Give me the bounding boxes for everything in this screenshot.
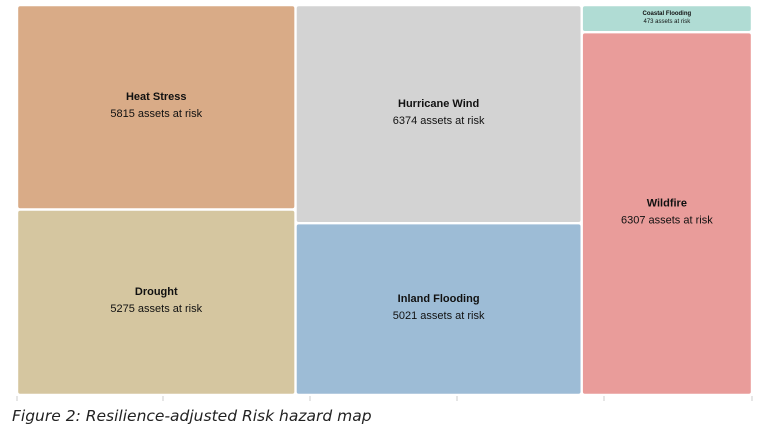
tile-label-heat-stress: Heat Stress xyxy=(126,91,187,103)
tile-value-inland-flooding: 5021 assets at risk xyxy=(393,310,485,322)
tile-value-hurricane-wind: 6374 assets at risk xyxy=(393,115,485,127)
tile-wildfire: Wildfire 6307 assets at risk xyxy=(582,33,751,394)
tile-label-coastal-flooding: Coastal Flooding xyxy=(643,11,692,17)
tile-rect-heat-stress xyxy=(18,6,295,209)
tile-label-drought: Drought xyxy=(135,286,178,298)
tile-inland-flooding: Inland Flooding 5021 assets at risk xyxy=(296,224,581,394)
tile-rect-wildfire xyxy=(582,33,751,394)
tile-label-inland-flooding: Inland Flooding xyxy=(398,293,480,305)
tile-value-coastal-flooding: 473 assets at risk xyxy=(644,19,692,25)
tile-heat-stress: Heat Stress 5815 assets at risk xyxy=(18,6,295,209)
axis-ticks xyxy=(16,396,753,401)
tile-label-wildfire: Wildfire xyxy=(647,198,687,210)
tile-coastal-flooding: Coastal Flooding 473 assets at risk xyxy=(582,6,751,32)
figure-caption: Figure 2: Resilience-adjusted Risk hazar… xyxy=(12,407,372,425)
tile-rect-hurricane-wind xyxy=(296,6,581,222)
tile-rect-drought xyxy=(18,210,295,394)
treemap-chart: Heat Stress 5815 assets at risk Drought 527… xyxy=(16,6,753,401)
tile-value-wildfire: 6307 assets at risk xyxy=(621,215,713,227)
tile-hurricane-wind: Hurricane Wind 6374 assets at risk xyxy=(296,6,581,222)
tile-rect-coastal-flooding xyxy=(582,6,751,32)
tile-rect-inland-flooding xyxy=(296,224,581,394)
tile-value-heat-stress: 5815 assets at risk xyxy=(110,108,202,120)
tile-drought: Drought 5275 assets at risk xyxy=(18,210,295,394)
tile-value-drought: 5275 assets at risk xyxy=(110,303,202,315)
tile-label-hurricane-wind: Hurricane Wind xyxy=(398,98,479,110)
